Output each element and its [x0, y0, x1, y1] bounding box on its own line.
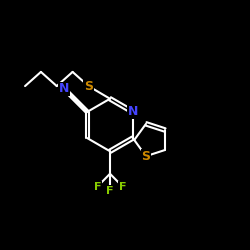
Text: F: F [106, 186, 114, 196]
Text: F: F [119, 182, 126, 192]
Text: S: S [142, 150, 150, 163]
Text: F: F [94, 182, 101, 192]
Text: N: N [59, 82, 70, 96]
Text: N: N [128, 106, 138, 118]
Text: S: S [84, 80, 93, 92]
